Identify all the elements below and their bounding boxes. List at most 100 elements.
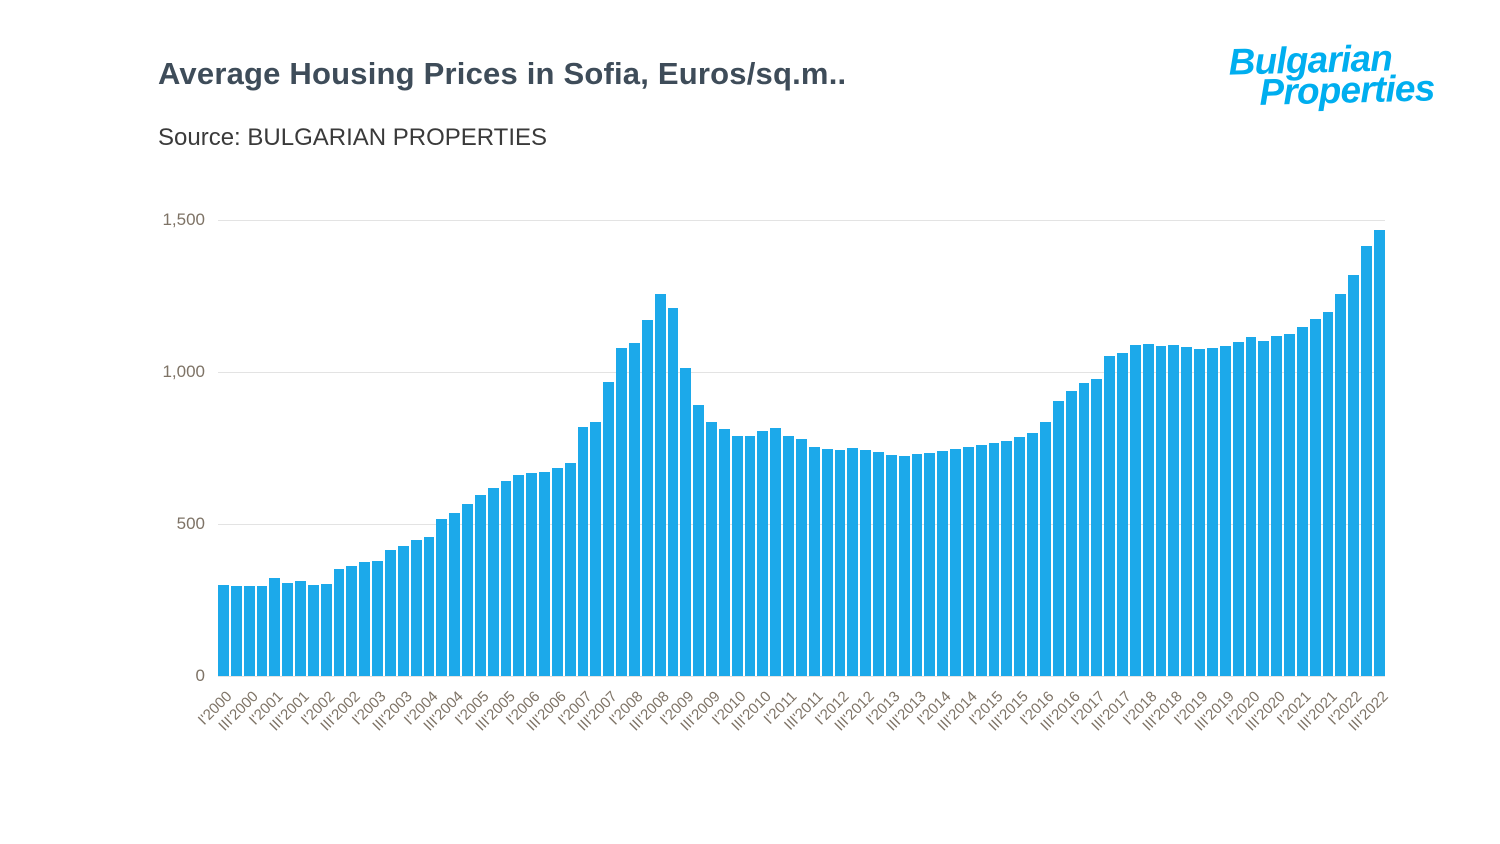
bar[interactable] (397, 546, 409, 676)
bar[interactable] (256, 586, 268, 676)
bar[interactable] (1309, 319, 1321, 676)
bar[interactable] (911, 454, 923, 676)
bar[interactable] (641, 319, 653, 676)
bar[interactable] (924, 452, 936, 676)
bar[interactable] (898, 455, 910, 676)
bar[interactable] (962, 446, 974, 676)
bar[interactable] (577, 426, 589, 676)
bar[interactable] (988, 443, 1000, 676)
bar[interactable] (1373, 229, 1385, 676)
bar[interactable] (346, 565, 358, 676)
bar[interactable] (654, 294, 666, 676)
brand-logo: Bulgarian Properties (1228, 37, 1435, 113)
bar[interactable] (1258, 341, 1270, 676)
bar[interactable] (1348, 275, 1360, 676)
bar[interactable] (795, 439, 807, 676)
bar[interactable] (616, 347, 627, 676)
bar[interactable] (359, 562, 371, 676)
bar[interactable] (218, 585, 229, 676)
bar[interactable] (629, 342, 640, 676)
bar[interactable] (950, 449, 961, 676)
bar[interactable] (731, 435, 743, 676)
bar[interactable] (1078, 382, 1090, 676)
bar[interactable] (539, 471, 550, 676)
bar[interactable] (1361, 246, 1372, 676)
bar[interactable] (1040, 421, 1051, 676)
bar[interactable] (783, 435, 794, 676)
x-axis-labels: I'2000 III'2000 I'2001 III'2001 I'2002 III'20… (195, 680, 1392, 830)
bar[interactable] (975, 444, 987, 676)
bar[interactable] (885, 455, 897, 676)
bar[interactable] (667, 307, 679, 676)
bar[interactable] (1142, 344, 1154, 676)
bar[interactable] (500, 481, 512, 676)
bar[interactable] (706, 421, 717, 676)
bar[interactable] (718, 429, 730, 676)
bar[interactable] (372, 561, 383, 676)
chart-title: Average Housing Prices in Sofia, Euros/s… (158, 56, 847, 91)
bar[interactable] (1001, 440, 1013, 676)
bar[interactable] (847, 448, 859, 676)
bar[interactable] (462, 503, 473, 676)
bar[interactable] (937, 450, 949, 676)
bar[interactable] (860, 449, 872, 676)
brand-logo-line2: Properties (1258, 67, 1435, 113)
bar[interactable] (564, 462, 576, 676)
bar[interactable] (1206, 347, 1218, 676)
bar[interactable] (1181, 347, 1193, 676)
bar[interactable] (1091, 379, 1103, 676)
bar[interactable] (693, 404, 705, 676)
bar[interactable] (243, 585, 255, 676)
bar[interactable] (873, 451, 884, 676)
bar[interactable] (423, 536, 435, 676)
bar[interactable] (1117, 353, 1128, 676)
bar[interactable] (320, 584, 332, 676)
bar[interactable] (821, 449, 833, 676)
bar[interactable] (1271, 335, 1283, 676)
bar[interactable] (834, 449, 846, 676)
bar[interactable] (1322, 312, 1334, 676)
bar[interactable] (269, 577, 281, 676)
bar[interactable] (1284, 333, 1295, 676)
bar[interactable] (1155, 345, 1167, 676)
gridline (218, 371, 1385, 373)
bar[interactable] (449, 513, 461, 676)
bar[interactable] (590, 421, 602, 676)
bar[interactable] (436, 519, 448, 676)
bar[interactable] (1245, 337, 1257, 676)
bar[interactable] (1065, 391, 1077, 676)
bar[interactable] (680, 368, 692, 676)
bar[interactable] (410, 540, 422, 676)
bar[interactable] (513, 474, 525, 676)
bar[interactable] (1129, 344, 1141, 676)
bar[interactable] (1027, 433, 1038, 676)
gridline (218, 675, 1385, 677)
bar[interactable] (230, 586, 242, 676)
bar[interactable] (808, 447, 820, 676)
plot-area (218, 220, 1385, 676)
bar[interactable] (1296, 326, 1308, 676)
bar[interactable] (551, 468, 563, 676)
bar[interactable] (770, 427, 782, 676)
bar[interactable] (1104, 355, 1116, 676)
gridline (218, 219, 1385, 221)
bar[interactable] (282, 583, 294, 676)
bar[interactable] (1194, 348, 1205, 676)
bar[interactable] (307, 584, 319, 676)
y-tick-label: 500 (176, 514, 205, 534)
bar[interactable] (526, 472, 538, 676)
bar[interactable] (1052, 400, 1064, 676)
bar[interactable] (1014, 437, 1026, 676)
bar[interactable] (744, 436, 756, 676)
bar[interactable] (384, 550, 396, 676)
bar[interactable] (1219, 345, 1231, 676)
bar[interactable] (295, 581, 306, 676)
bar[interactable] (1335, 293, 1347, 676)
bar[interactable] (333, 569, 345, 676)
bar[interactable] (487, 488, 499, 676)
bar[interactable] (1168, 344, 1180, 676)
bar[interactable] (603, 382, 615, 676)
bar[interactable] (474, 494, 486, 676)
bar[interactable] (757, 430, 769, 676)
bar[interactable] (1232, 341, 1244, 676)
